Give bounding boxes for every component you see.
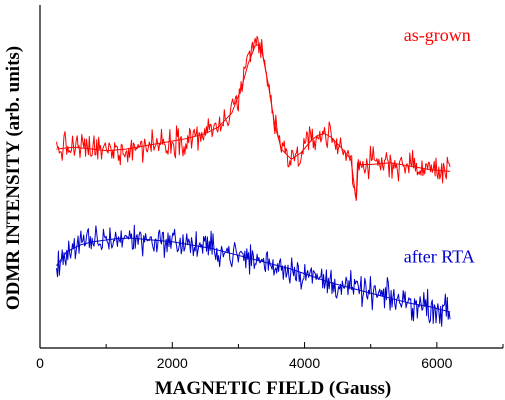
- x-axis-title: MAGNETIC FIELD (Gauss): [155, 378, 391, 399]
- x-tick-label: 2000: [157, 355, 188, 371]
- y-axis-title: ODMR INTENSITY (arb. units): [3, 46, 24, 310]
- series-line-1: [56, 43, 451, 201]
- x-tick-label: 4000: [289, 355, 320, 371]
- axes: 0 2000 4000 6000: [36, 5, 504, 371]
- series-layer: [56, 35, 451, 327]
- x-tick-label: 0: [36, 355, 44, 371]
- labels-layer: MAGNETIC FIELD (Gauss) ODMR INTENSITY (ar…: [3, 25, 475, 399]
- x-tick-label: 6000: [421, 355, 452, 371]
- series-label-2: after RTA: [404, 246, 475, 266]
- series-label-1: as-grown: [404, 25, 471, 45]
- series-line-2: [56, 237, 451, 313]
- series-noise-2: [56, 224, 451, 327]
- series-noise-1: [56, 35, 451, 200]
